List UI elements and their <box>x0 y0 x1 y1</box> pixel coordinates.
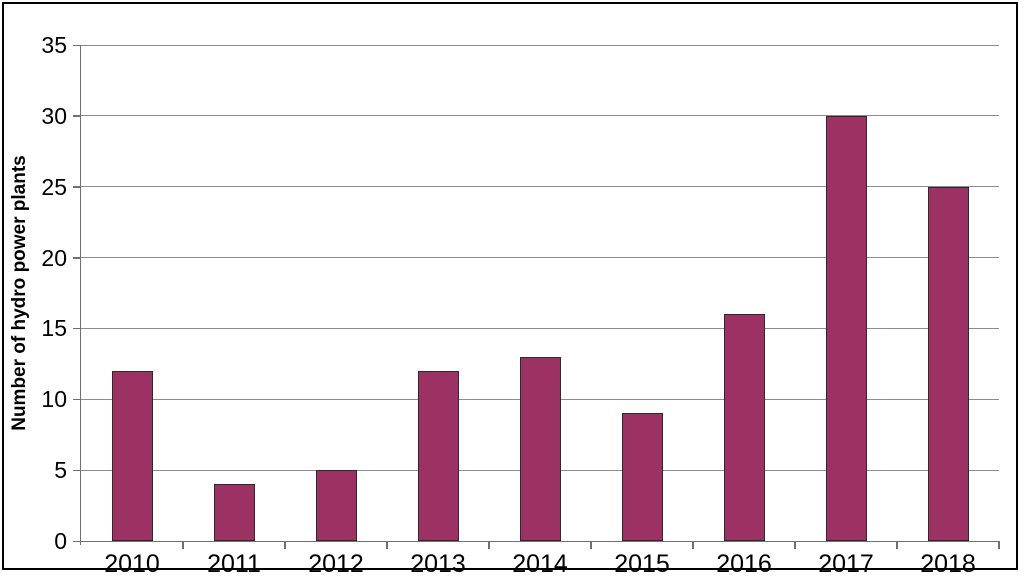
gridline <box>81 257 999 259</box>
y-tick-label: 20 <box>41 244 67 271</box>
x-tick-label: 2015 <box>614 550 670 576</box>
x-tick-label: 2017 <box>818 550 874 576</box>
y-tick <box>73 115 81 117</box>
y-axis-title: Number of hydro power plants <box>9 155 30 431</box>
x-tick-label: 2013 <box>410 550 466 576</box>
bar-2017 <box>825 115 867 541</box>
y-tick-label: 10 <box>41 386 67 413</box>
bar-2018 <box>927 186 969 541</box>
y-axis-line <box>79 45 81 545</box>
x-tick <box>692 541 694 549</box>
x-tick-label: 2011 <box>207 550 261 576</box>
x-tick-label: 2014 <box>512 550 568 576</box>
gridline <box>81 115 999 117</box>
y-tick-label: 30 <box>41 102 67 129</box>
y-tick <box>73 398 81 401</box>
y-tick <box>73 327 81 330</box>
x-axis-line <box>79 540 999 542</box>
bar-2010 <box>111 370 153 541</box>
bar-2015 <box>621 413 663 541</box>
x-tick <box>998 541 1000 549</box>
y-tick-label: 15 <box>41 315 67 342</box>
y-tick <box>73 469 81 472</box>
y-tick-label: 25 <box>41 173 67 200</box>
bar-2011 <box>213 484 255 541</box>
x-tick <box>386 541 388 549</box>
bar-2013 <box>417 370 459 541</box>
gridline <box>81 44 999 46</box>
x-tick <box>488 541 490 549</box>
bar-2016 <box>723 314 765 541</box>
x-tick <box>284 541 286 549</box>
x-tick-label: 2012 <box>308 550 364 576</box>
x-tick <box>590 541 592 549</box>
x-tick <box>182 541 184 549</box>
bar-2014 <box>519 356 561 541</box>
bar-2012 <box>315 470 357 541</box>
x-tick-label: 2010 <box>104 550 160 576</box>
y-tick-label: 35 <box>41 32 67 58</box>
gridline <box>81 327 999 329</box>
y-tick <box>73 186 81 188</box>
x-tick <box>794 541 796 549</box>
y-tick <box>73 540 81 542</box>
y-tick-label: 0 <box>54 528 67 554</box>
x-tick-label: 2016 <box>716 550 772 576</box>
y-tick <box>73 44 81 46</box>
x-tick-label: 2018 <box>920 550 976 576</box>
y-tick <box>73 257 81 259</box>
gridline <box>81 186 999 188</box>
x-tick <box>896 541 898 549</box>
y-tick-label: 5 <box>54 457 67 484</box>
